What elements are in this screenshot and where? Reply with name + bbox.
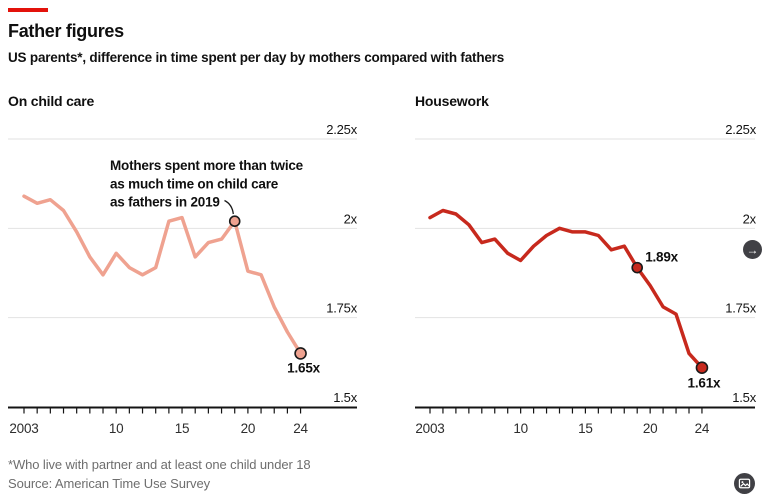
y-tick-label: 2.25x <box>326 122 358 137</box>
housework-line-chart: 2.25x 2x 1.75x 1.5x 2003 10 15 20 24 1.89x 1.61x <box>415 122 757 436</box>
x-tick-label: 20 <box>643 421 658 436</box>
value-label: 1.65x <box>287 360 320 375</box>
download-image-button[interactable] <box>734 473 755 494</box>
annotation-text: as much time on child care <box>110 176 279 191</box>
x-tick-label: 10 <box>109 421 124 436</box>
x-tick-label: 20 <box>241 421 256 436</box>
y-tick-label: 1.5x <box>732 390 756 405</box>
childcare-line-chart: 2.25x 2x 1.75x 1.5x 2003 10 15 20 24 Mothers spen… <box>8 122 358 436</box>
image-icon <box>738 477 751 490</box>
annotation-text: as fathers in 2019 <box>110 195 220 210</box>
y-tick-label: 2.25x <box>725 122 757 137</box>
series-line <box>428 208 704 370</box>
data-point-marker <box>228 215 241 227</box>
panel-title-childcare: On child care <box>8 93 95 109</box>
arrow-right-icon: → <box>746 242 759 257</box>
x-tick-label: 15 <box>175 421 190 436</box>
x-tick-label: 2003 <box>415 421 444 436</box>
panel-title-housework: Housework <box>415 93 489 109</box>
page-title: Father figures <box>8 21 124 41</box>
annotation-text: Mothers spent more than twice <box>110 158 304 173</box>
brand-accent-bar <box>8 8 48 12</box>
x-tick-label: 10 <box>513 421 528 436</box>
value-label: 1.89x <box>645 250 678 265</box>
x-tick-label: 2003 <box>9 421 38 436</box>
data-point-marker <box>695 361 709 374</box>
y-tick-label: 1.5x <box>333 390 357 405</box>
data-point-marker <box>294 347 307 360</box>
data-point-marker <box>631 261 644 274</box>
y-tick-label: 2x <box>743 211 757 226</box>
source-line: Source: American Time Use Survey <box>8 476 210 491</box>
value-label: 1.61x <box>688 376 721 391</box>
footnote: *Who live with partner and at least one … <box>8 457 311 472</box>
y-tick-label: 1.75x <box>725 301 757 316</box>
x-tick-label: 24 <box>293 421 308 436</box>
chart-subtitle: US parents*, difference in time spent pe… <box>8 50 505 65</box>
x-tick-label: 24 <box>695 421 710 436</box>
y-tick-label: 2x <box>344 211 358 226</box>
y-tick-label: 1.75x <box>326 301 358 316</box>
series-line <box>22 194 303 356</box>
annotation-connector <box>224 199 234 215</box>
x-tick-label: 15 <box>578 421 593 436</box>
next-chart-button[interactable]: → <box>743 240 762 259</box>
